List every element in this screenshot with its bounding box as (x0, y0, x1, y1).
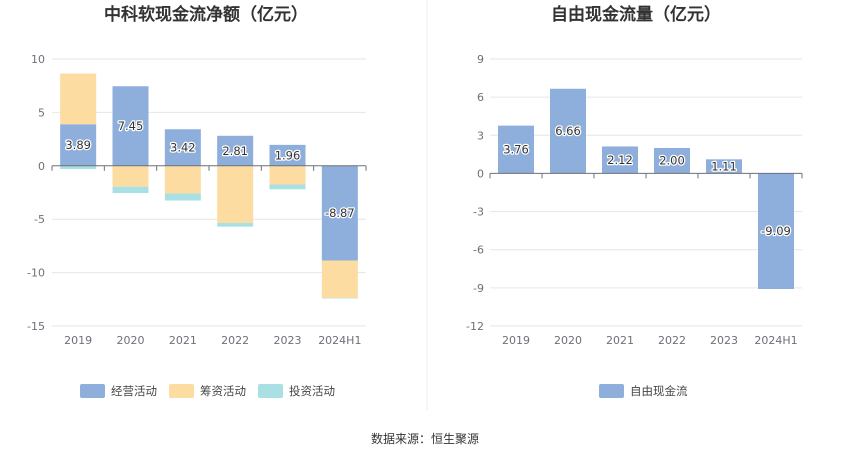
x-tick-label: 2020 (554, 334, 582, 347)
data-source-note: 数据来源：恒生聚源 (371, 431, 479, 446)
bar-primary (550, 88, 586, 174)
x-tick-label: 2024H1 (754, 334, 797, 347)
y-tick-label: -3 (473, 206, 484, 219)
data-label: 3.89 (65, 138, 91, 152)
y-axis: 9 6 3 0 -3 -6 -9 -12 (466, 53, 484, 333)
bar-segment-2 (60, 165, 97, 170)
data-labels: 3.89 7.45 3.42 2.81 1.96 -8.87 (64, 118, 356, 222)
bar-segment-1 (269, 165, 306, 185)
bar-segment-1 (60, 73, 97, 125)
legend-label: 自由现金流 (630, 384, 688, 398)
bar-primary (112, 86, 149, 166)
x-tick-label: 2020 (117, 334, 145, 347)
x-axis: 2019 2020 2021 2022 2023 2024H1 (51, 165, 367, 347)
data-label: 2.81 (222, 144, 248, 158)
bar-primary (654, 148, 690, 174)
y-tick-label: 6 (477, 91, 484, 104)
bar-primary (60, 124, 97, 166)
legend-item[interactable]: 筹资活动 (169, 384, 246, 398)
data-label: 1.11 (711, 159, 737, 173)
bar-primary (217, 135, 254, 166)
y-tick-label: 3 (477, 129, 484, 142)
x-tick-label: 2019 (64, 334, 92, 347)
x-tick-label: 2019 (502, 334, 530, 347)
gridlines (490, 58, 802, 327)
chart-title: 中科软现金流净额（亿元） (104, 4, 308, 25)
chart-title: 自由现金流量（亿元） (551, 4, 721, 25)
bars (60, 73, 358, 299)
y-tick-label: 5 (38, 106, 45, 119)
legend-swatch (169, 384, 194, 398)
data-label: 6.66 (555, 124, 581, 138)
legend[interactable]: 经营活动 筹资活动 投资活动 (80, 384, 335, 398)
y-tick-label: -9 (473, 282, 484, 295)
x-tick-label: 2022 (658, 334, 686, 347)
x-tick-label: 2023 (710, 334, 738, 347)
legend-label: 经营活动 (111, 384, 157, 398)
y-tick-label: 0 (38, 160, 45, 173)
bar-segment-1 (321, 260, 358, 298)
legend-item[interactable]: 自由现金流 (599, 384, 688, 398)
x-tick-label: 2022 (221, 334, 249, 347)
x-tick-label: 2023 (274, 334, 302, 347)
x-tick-label: 2021 (606, 334, 634, 347)
free-cash-flow-chart: 自由现金流量（亿元） 9 6 3 0 -3 -6 -9 -12 2019 2020 2021 202… (466, 4, 803, 398)
legend-item[interactable]: 投资活动 (258, 384, 335, 398)
bar-segment-2 (269, 184, 306, 190)
bars (498, 88, 794, 290)
gridlines (52, 58, 366, 327)
bar-primary (758, 173, 794, 290)
y-tick-label: -6 (473, 244, 484, 257)
legend-item[interactable]: 经营活动 (80, 384, 157, 398)
bar-segment-1 (217, 165, 254, 223)
data-label: -8.87 (325, 206, 355, 220)
data-label: 3.42 (170, 141, 196, 155)
x-tick-label: 2024H1 (318, 334, 361, 347)
data-label: 2.00 (659, 154, 685, 168)
data-label: 7.45 (118, 119, 144, 133)
data-labels: 3.76 6.66 2.12 2.00 1.11 -9.09 (502, 123, 792, 240)
legend-label: 筹资活动 (200, 384, 246, 398)
data-label: 3.76 (503, 143, 529, 157)
y-tick-label: -15 (27, 320, 45, 333)
data-label: 1.96 (275, 148, 301, 162)
bar-segment-1 (164, 165, 201, 194)
y-tick-label: -5 (34, 213, 45, 226)
bar-segment-2 (164, 193, 201, 201)
bar-segment-1 (112, 165, 149, 187)
bar-segment-2 (321, 297, 358, 299)
data-label: 2.12 (607, 153, 633, 167)
data-label: -9.09 (761, 224, 791, 238)
legend-swatch (258, 384, 283, 398)
y-tick-label: 0 (477, 167, 484, 180)
bar-primary (706, 159, 742, 174)
y-tick-label: 10 (31, 53, 45, 66)
y-tick-label: -12 (466, 320, 484, 333)
bar-primary (498, 125, 534, 174)
bar-segment-2 (217, 222, 254, 227)
bar-primary (321, 165, 358, 261)
legend-label: 投资活动 (289, 384, 335, 398)
bar-primary (602, 146, 638, 174)
bar-primary (269, 144, 306, 166)
y-axis: 10 5 0 -5 -10 -15 (27, 53, 45, 333)
bar-primary (164, 129, 201, 166)
legend-swatch (599, 384, 624, 398)
legend-swatch (80, 384, 105, 398)
y-tick-label: -10 (27, 267, 45, 280)
y-tick-label: 9 (477, 53, 484, 66)
x-axis: 2019 2020 2021 2022 2023 2024H1 (489, 172, 803, 347)
bar-segment-2 (112, 186, 149, 194)
legend[interactable]: 自由现金流 (599, 384, 688, 398)
x-tick-label: 2021 (169, 334, 197, 347)
